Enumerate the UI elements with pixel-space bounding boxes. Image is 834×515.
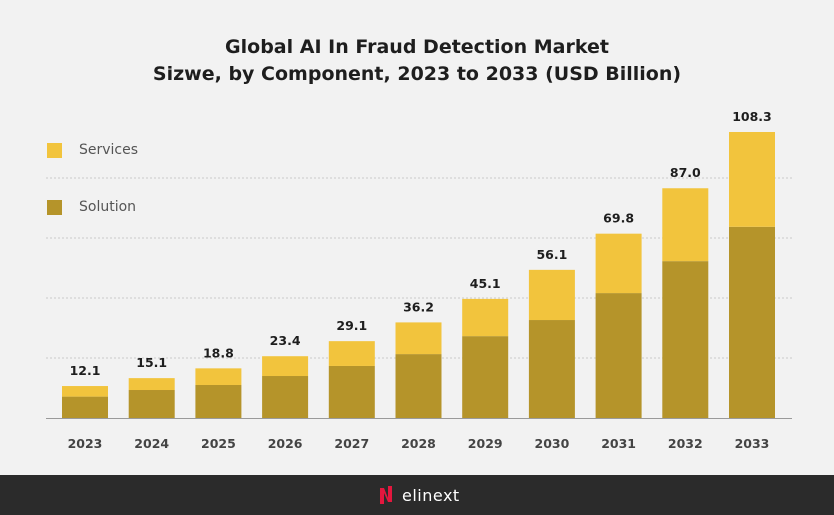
bar-solution-2025 [195, 384, 242, 418]
bar-services-2026 [262, 356, 309, 377]
bar-solution-2029 [462, 336, 509, 418]
bar-solution-2024 [128, 390, 175, 418]
data-label-2028: 36.2 [403, 299, 434, 314]
data-label-2029: 45.1 [470, 276, 501, 291]
bar-solution-2033 [729, 226, 775, 418]
bar-solution-2028 [395, 354, 442, 418]
elinext-logo-text: elinext [402, 485, 460, 505]
bar-services-2023 [62, 386, 108, 397]
bar-solution-2023 [62, 396, 108, 418]
data-label-2032: 87.0 [670, 165, 701, 180]
x-tick-label-2027: 2027 [334, 436, 369, 451]
x-tick-label-2024: 2024 [134, 436, 169, 451]
bar-services-2029 [462, 298, 509, 337]
footer: elinext [0, 475, 834, 515]
x-tick-label-2029: 2029 [468, 436, 503, 451]
bar-services-2030 [528, 269, 575, 321]
x-tick-label-2026: 2026 [268, 436, 303, 451]
bar-chart: 12.1 2023 15.1 2024 18.8 2025 23.4 2026 29.1 2027… [46, 109, 792, 451]
data-label-2033: 108.3 [732, 109, 772, 124]
bar-services-2028 [395, 322, 442, 355]
legend-swatch-services [47, 143, 62, 158]
legend-swatch-solution [47, 200, 62, 215]
x-tick-label-2032: 2032 [668, 436, 703, 451]
bar-services-2025 [195, 368, 242, 385]
data-label-2026: 23.4 [270, 333, 301, 348]
bar-services-2031 [595, 233, 642, 294]
data-label-2027: 29.1 [336, 318, 367, 333]
data-label-2031: 69.8 [603, 211, 634, 226]
legend-label-services: Services [79, 142, 139, 158]
data-label-2024: 15.1 [136, 355, 167, 370]
legend-label-solution: Solution [79, 199, 137, 215]
bar-services-2032 [662, 188, 709, 262]
data-label-2025: 18.8 [203, 345, 234, 360]
x-tick-label-2028: 2028 [401, 436, 436, 451]
x-tick-label-2025: 2025 [201, 436, 236, 451]
data-label-2023: 12.1 [70, 363, 101, 378]
chart-title-line-1: Global AI In Fraud Detection Market [225, 36, 609, 58]
bar-solution-2026 [262, 376, 309, 418]
data-label-2030: 56.1 [536, 247, 567, 262]
bar-solution-2030 [528, 320, 575, 418]
chart-title-line-2: Sizwe, by Component, 2023 to 2033 (USD B… [152, 63, 682, 85]
elinext-logo-icon [380, 486, 392, 504]
elinext-logo: elinext [378, 484, 460, 506]
x-tick-label-2030: 2030 [535, 436, 570, 451]
x-tick-label-2031: 2031 [601, 436, 636, 451]
bar-services-2033 [729, 131, 775, 227]
chart-title: Global AI In Fraud Detection Market Sizw… [0, 34, 834, 88]
bar-solution-2032 [662, 261, 709, 418]
x-tick-label-2023: 2023 [68, 436, 103, 451]
bar-services-2024 [128, 378, 175, 391]
x-tick-label-2033: 2033 [735, 436, 770, 451]
bar-solution-2027 [328, 365, 375, 418]
bar-solution-2031 [595, 293, 642, 418]
bar-services-2027 [328, 341, 375, 366]
